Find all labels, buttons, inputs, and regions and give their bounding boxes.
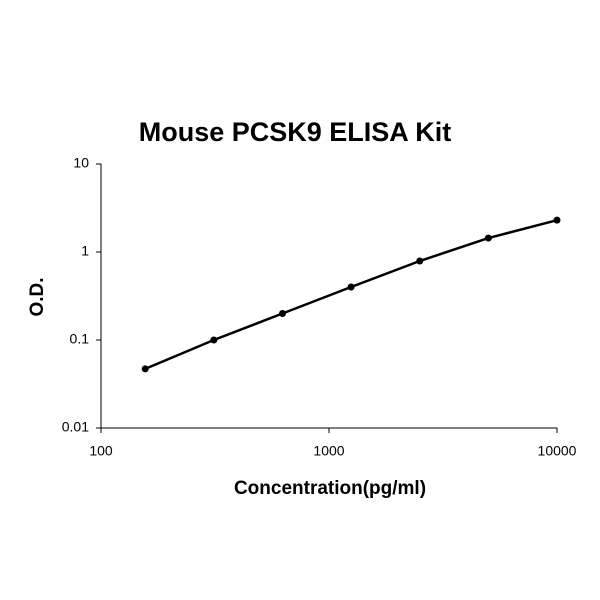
x-axis-label: Concentration(pg/ml) [234,478,426,499]
x-tick-label: 10000 [538,443,577,459]
x-tick-label: 100 [89,443,113,459]
data-point [210,336,218,344]
chart-title: Mouse PCSK9 ELISA Kit [139,117,452,147]
y-axis-label: O.D. [27,277,48,316]
x-tick-label: 1000 [313,443,344,459]
data-point [416,257,424,265]
y-tick-label: 0.01 [62,419,89,435]
data-point [347,283,355,291]
data-point [553,216,561,224]
y-tick-label: 1 [81,243,89,259]
data-point [484,234,492,242]
y-tick-label: 10 [73,155,89,171]
data-point [141,365,149,373]
data-point [278,310,286,318]
y-tick-label: 0.1 [70,331,90,347]
